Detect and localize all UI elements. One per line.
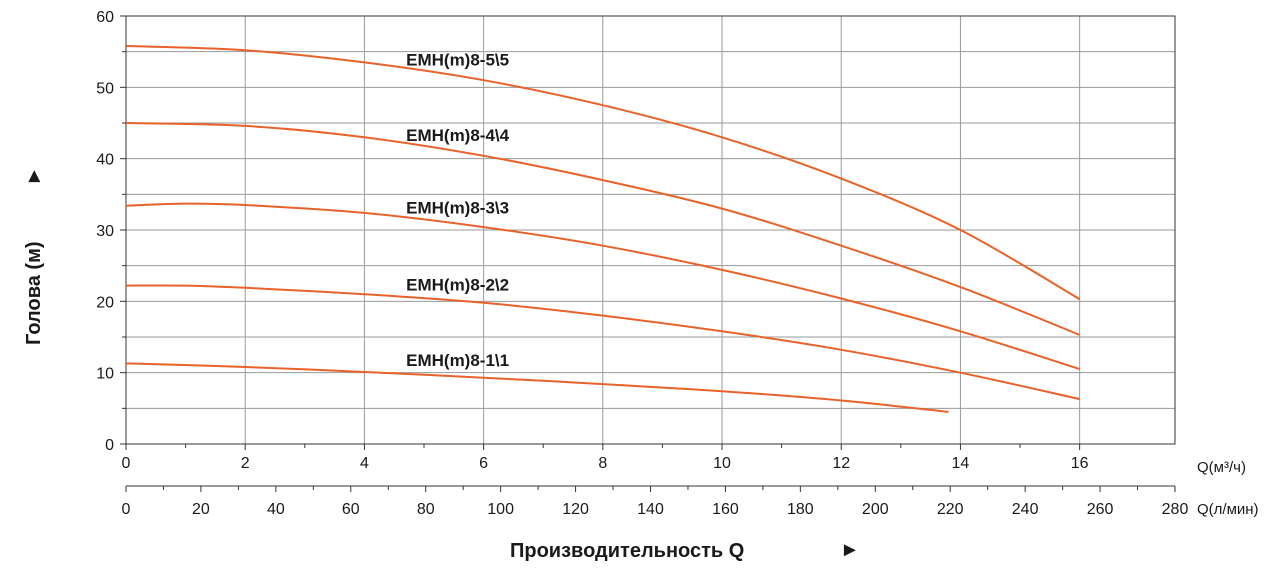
y-axis-ticks: 0 10 20 30 40 50 60 (96, 9, 126, 454)
x2-tick-label: 200 (862, 501, 889, 518)
y-axis-arrow-icon: ► (23, 166, 45, 186)
x2-tick-label: 0 (122, 501, 131, 518)
x-tick-label: 10 (713, 455, 731, 472)
series-label-2: EMH(m)8-4\4 (406, 126, 510, 145)
x-tick-label: 8 (598, 455, 607, 472)
x-axis-title: Производительность Q ► (510, 539, 860, 562)
x-axis-ticks: 0 2 4 6 8 10 12 14 16 (122, 444, 1089, 472)
series-line-1 (125, 45, 1081, 301)
performance-curves (125, 45, 1081, 413)
x2-tick-label: 180 (787, 501, 814, 518)
x2-tick-label: 280 (1162, 501, 1189, 518)
series-line-5 (125, 362, 949, 413)
x2-tick-label: 80 (417, 501, 435, 518)
x2-tick-label: 160 (712, 501, 739, 518)
x2-tick-label: 60 (342, 501, 360, 518)
secondary-x-axis: 0 20 40 60 80 100 120 140 160 180 200 220 240 260 280 (122, 485, 1189, 518)
x-tick-label: 6 (479, 455, 488, 472)
x2-tick-label: 40 (267, 501, 285, 518)
x-tick-label: 4 (360, 455, 369, 472)
x-axis-unit-label: Q(м³/ч) (1197, 459, 1246, 476)
x-axis-label: Производительность Q (510, 540, 744, 562)
x2-tick-label: 260 (1087, 501, 1114, 518)
series-labels: EMH(m)8-5\5 EMH(m)8-4\4 EMH(m)8-3\3 EMH(m)8… (406, 51, 510, 370)
x2-tick-label: 20 (192, 501, 210, 518)
x-tick-label: 0 (122, 455, 131, 472)
y-axis-title: Голова (м) ► (23, 166, 45, 345)
x2-tick-label: 140 (637, 501, 664, 518)
y-tick-label: 10 (96, 366, 114, 383)
series-label-5: EMH(m)8-1\1 (406, 351, 509, 370)
x2-tick-label: 100 (487, 501, 514, 518)
series-label-1: EMH(m)8-5\5 (406, 51, 509, 70)
series-line-2 (125, 122, 1080, 336)
series-label-4: EMH(m)8-2\2 (406, 276, 509, 295)
series-line-3 (125, 202, 1080, 371)
x-tick-label: 12 (832, 455, 850, 472)
x-tick-label: 14 (952, 455, 970, 472)
grid (126, 16, 1175, 444)
x2-tick-label: 120 (562, 501, 589, 518)
y-tick-label: 20 (96, 294, 114, 311)
series-line-4 (125, 284, 1080, 401)
y-tick-label: 0 (105, 437, 114, 454)
x2-tick-label: 220 (937, 501, 964, 518)
x2-tick-label: 240 (1012, 501, 1039, 518)
series-label-3: EMH(m)8-3\3 (406, 199, 509, 218)
x-axis-arrow-icon: ► (840, 539, 860, 561)
x-tick-label: 2 (241, 455, 250, 472)
y-tick-label: 30 (96, 223, 114, 240)
x-tick-label: 16 (1071, 455, 1089, 472)
y-tick-label: 50 (96, 80, 114, 97)
y-tick-label: 60 (96, 9, 114, 26)
y-tick-label: 40 (96, 152, 114, 169)
y-axis-label: Голова (м) (23, 241, 45, 345)
x2-axis-unit-label: Q(л/мин) (1197, 501, 1259, 518)
